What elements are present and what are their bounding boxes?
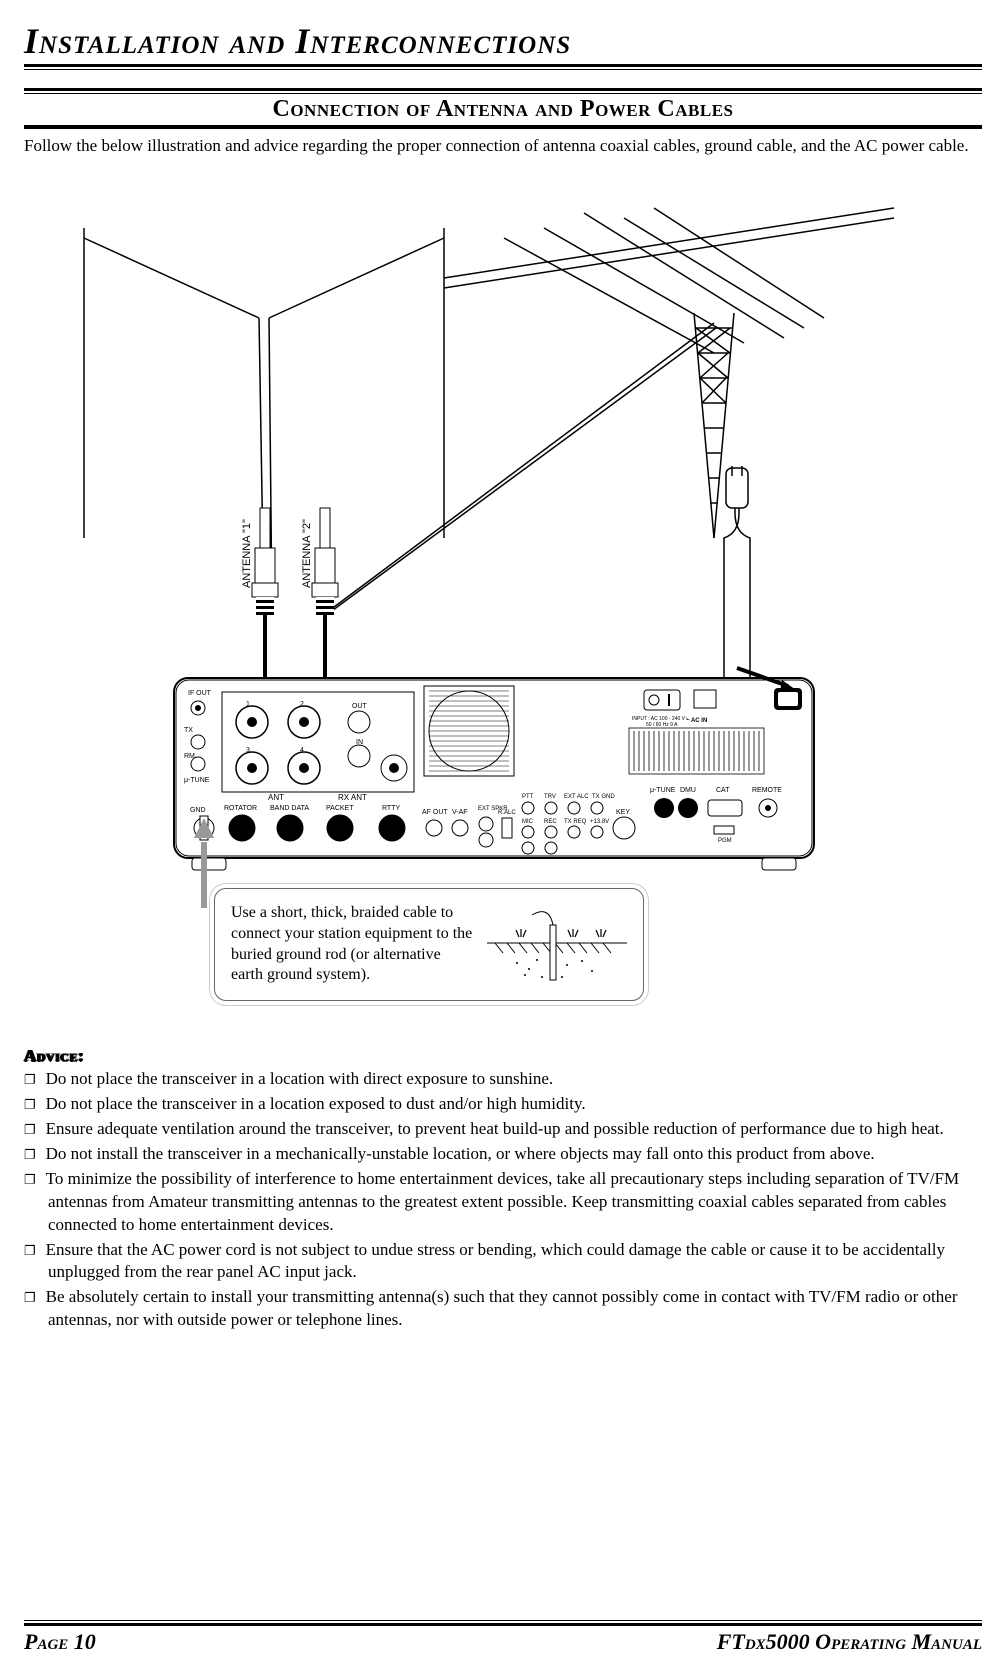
tx-label: TX bbox=[184, 727, 193, 734]
svg-text:REMOTE: REMOTE bbox=[752, 787, 782, 794]
ground-rod-icon bbox=[487, 905, 627, 985]
svg-text:REC: REC bbox=[544, 819, 557, 825]
list-item: Ensure adequate ventilation around the t… bbox=[24, 1118, 982, 1141]
band-data-label: BAND DATA bbox=[270, 805, 309, 812]
ground-callout-text: Use a short, thick, braided cable to con… bbox=[231, 903, 475, 986]
svg-text:~ AC IN: ~ AC IN bbox=[686, 718, 707, 724]
svg-text:1: 1 bbox=[246, 701, 250, 708]
antenna-2-label: ANTENNA "2" bbox=[301, 519, 313, 588]
list-item: Do not place the transceiver in a locati… bbox=[24, 1068, 982, 1091]
rx-ant-label: RX ANT bbox=[338, 793, 367, 802]
fan-icon bbox=[424, 686, 514, 776]
main-title: Installation and Interconnections bbox=[24, 20, 982, 67]
svg-text:DMU: DMU bbox=[680, 787, 696, 794]
rm-label: RM bbox=[184, 753, 195, 760]
mu-tune-label: μ-TUNE bbox=[184, 777, 210, 784]
manual-name: FTdx5000 Operating Manual bbox=[717, 1629, 982, 1655]
svg-text:2: 2 bbox=[300, 701, 304, 708]
key-label: KEY bbox=[616, 809, 630, 816]
section-title: Connection of Antenna and Power Cables bbox=[24, 93, 982, 128]
out-label: OUT bbox=[352, 703, 368, 710]
list-item: To minimize the possibility of interfere… bbox=[24, 1168, 982, 1237]
connection-diagram: ANTENNA "1" ANTENNA "2" bbox=[24, 168, 982, 1028]
page-footer: Page 10 FTdx5000 Operating Manual bbox=[24, 1623, 982, 1655]
svg-text:PGM: PGM bbox=[718, 838, 732, 844]
transceiver-rear-panel: IF OUT TX RM μ-TUNE GND 1 2 bbox=[174, 668, 814, 908]
gnd-label: GND bbox=[190, 807, 206, 814]
svg-text:EXT ALC: EXT ALC bbox=[564, 794, 589, 800]
svg-text:4: 4 bbox=[300, 747, 304, 754]
page-number: Page 10 bbox=[24, 1629, 96, 1655]
v-af-label: V-AF bbox=[452, 809, 468, 816]
heatsink-icon bbox=[629, 728, 764, 774]
svg-text:CAT: CAT bbox=[716, 787, 730, 794]
svg-text:MIC: MIC bbox=[522, 819, 534, 825]
footer-rule bbox=[24, 1620, 982, 1621]
title-underline bbox=[24, 69, 982, 70]
svg-text:+13.8V: +13.8V bbox=[590, 819, 609, 825]
section-title-frame: Connection of Antenna and Power Cables bbox=[24, 88, 982, 129]
antenna-1-label: ANTENNA "1" bbox=[241, 519, 253, 588]
list-item: Do not install the transceiver in a mech… bbox=[24, 1143, 982, 1166]
ralc-label: R.ALC bbox=[498, 810, 516, 816]
rtty-label: RTTY bbox=[382, 805, 400, 812]
intro-paragraph: Follow the below illustration and advice… bbox=[24, 135, 982, 158]
svg-text:PTT: PTT bbox=[522, 794, 534, 800]
if-out-label: IF OUT bbox=[188, 690, 212, 697]
svg-text:TRV: TRV bbox=[544, 794, 556, 800]
svg-text:TX GND: TX GND bbox=[592, 794, 615, 800]
advice-list: Do not place the transceiver in a locati… bbox=[24, 1068, 982, 1332]
advice-heading: Advice: bbox=[24, 1046, 982, 1066]
list-item: Ensure that the AC power cord is not sub… bbox=[24, 1239, 982, 1285]
in-label: IN bbox=[356, 739, 363, 746]
ant-label: ANT bbox=[268, 793, 284, 802]
svg-text:μ-TUNE: μ-TUNE bbox=[650, 787, 676, 794]
af-out-label: AF OUT bbox=[422, 809, 448, 816]
svg-text:3: 3 bbox=[246, 747, 250, 754]
svg-text:50 / 60 Hz 9 A: 50 / 60 Hz 9 A bbox=[646, 722, 678, 728]
rotator-label: ROTATOR bbox=[224, 805, 257, 812]
svg-text:TX REQ: TX REQ bbox=[564, 819, 587, 825]
list-item: Do not place the transceiver in a locati… bbox=[24, 1093, 982, 1116]
yagi-antenna-icon bbox=[326, 208, 894, 613]
packet-label: PACKET bbox=[326, 805, 354, 812]
ground-callout: Use a short, thick, braided cable to con… bbox=[214, 888, 644, 1001]
list-item: Be absolutely certain to install your tr… bbox=[24, 1286, 982, 1332]
